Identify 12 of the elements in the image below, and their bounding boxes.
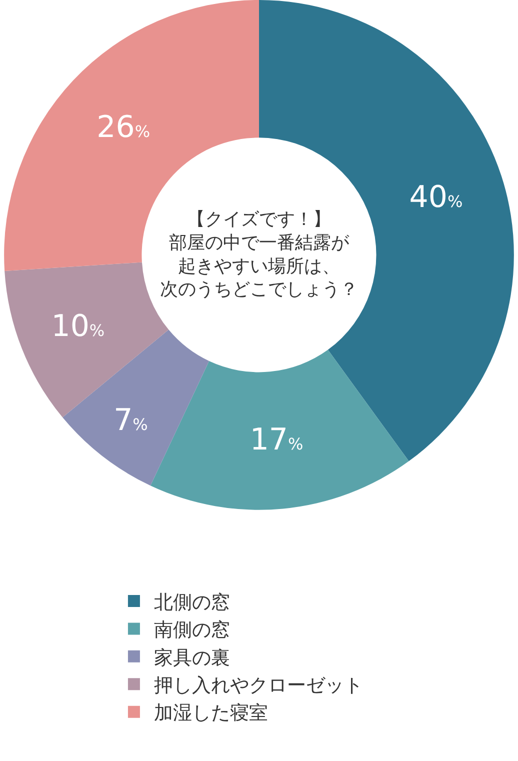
data-label: 40%: [409, 180, 463, 215]
data-label: 26%: [96, 110, 150, 146]
legend-label: 北側の窓: [154, 591, 230, 614]
text: 【クイズです！】部屋の中で一番結露が起きやすい場所は、次のうちどこでしょう？: [160, 209, 358, 300]
data-label: 17%: [250, 422, 304, 458]
legend-label: 加湿した寝室: [154, 702, 268, 724]
data-label: 7%: [114, 402, 148, 438]
data-label: 10%: [51, 309, 105, 344]
legend-label: 押し入れやクローゼット: [154, 674, 363, 697]
legend-label: 南側の窓: [154, 619, 230, 642]
donut-slice: [150, 350, 409, 510]
legend-label: 家具の裏: [154, 646, 230, 669]
